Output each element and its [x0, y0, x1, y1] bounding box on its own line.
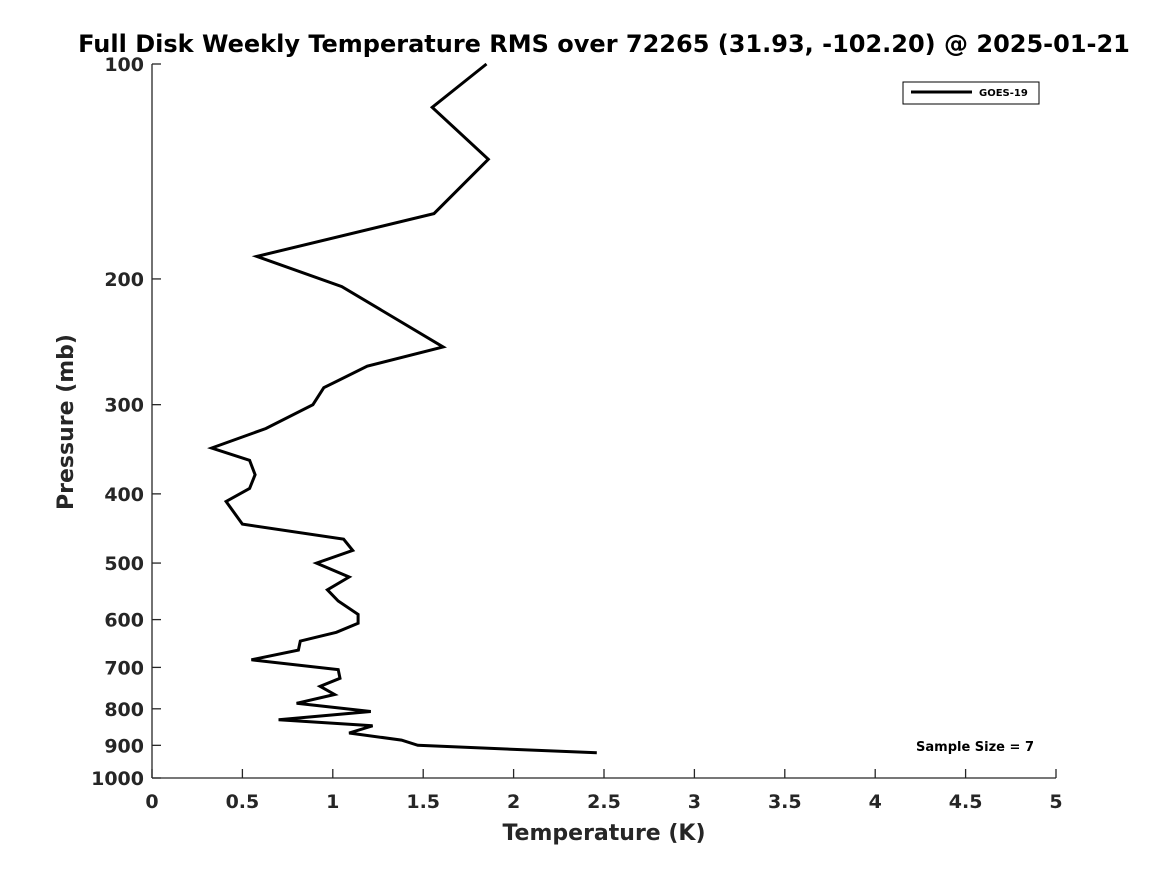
x-tick-label: 2: [507, 791, 520, 813]
y-tick-label: 100: [104, 54, 144, 76]
x-tick-label: 3.5: [768, 791, 802, 813]
x-axis-label: Temperature (K): [502, 821, 705, 846]
y-tick-label: 700: [104, 657, 144, 679]
y-tick-label: 1000: [91, 768, 144, 790]
y-tick-label: 900: [104, 735, 144, 757]
tick-marks: [151, 63, 1057, 779]
y-tick-label: 200: [104, 269, 144, 291]
legend: GOES-19: [902, 81, 1040, 105]
x-tick-label: 1.5: [406, 791, 440, 813]
sample-size-annotation: Sample Size = 7: [916, 740, 1034, 755]
plot-axes: [151, 64, 1056, 779]
tick-labels: 0 0.5 1 1.5 2 2.5 3 3.5 4 4.5 5 100 200 300 400 500 600 7…: [91, 54, 1063, 813]
x-tick-label: 1: [326, 791, 339, 813]
x-tick-label: 3: [688, 791, 701, 813]
y-tick-label: 300: [104, 395, 144, 417]
series-line-goes-19: [207, 62, 597, 755]
x-tick-label: 2.5: [587, 791, 621, 813]
x-tick-label: 4: [869, 791, 882, 813]
x-tick-label: 5: [1049, 791, 1062, 813]
y-tick-label: 600: [104, 610, 144, 632]
legend-label-goes-19: GOES-19: [979, 88, 1028, 99]
y-axis-label: Pressure (mb): [54, 334, 79, 510]
chart-title: Full Disk Weekly Temperature RMS over 72…: [78, 30, 1130, 58]
y-tick-label: 500: [104, 553, 144, 575]
x-tick-label: 0.5: [226, 791, 260, 813]
y-tick-label: 800: [104, 699, 144, 721]
x-tick-label: 0: [145, 791, 158, 813]
y-tick-label: 400: [104, 484, 144, 506]
x-tick-label: 4.5: [949, 791, 983, 813]
